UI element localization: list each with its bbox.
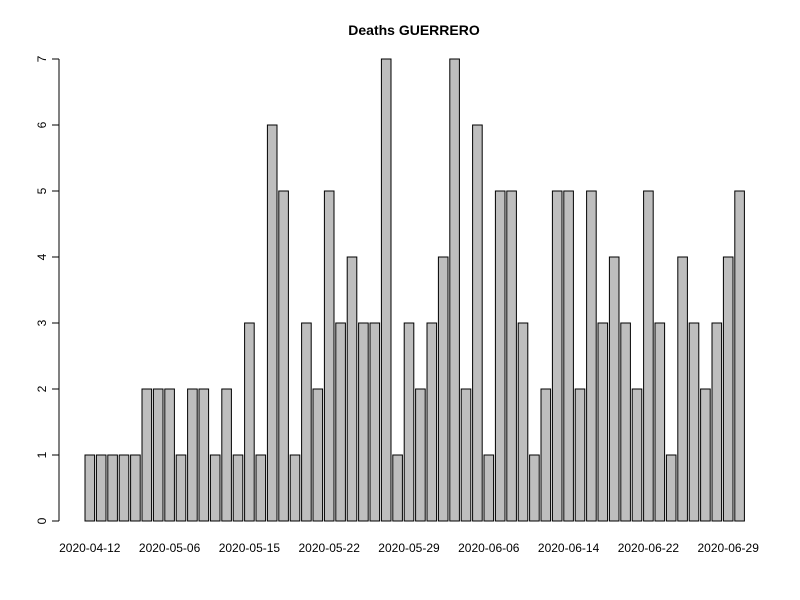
bar [643,190,654,522]
y-tick-label: 1 [35,451,49,458]
bar [426,322,438,522]
bar [665,454,677,522]
bar [472,124,483,522]
chart-title: Deaths GUERRERO [348,22,480,38]
bar [483,454,495,522]
bar [700,388,711,522]
bar [141,388,153,522]
y-axis: 0 1 2 3 4 5 6 7 [35,55,60,524]
y-tick-label: 5 [35,187,49,194]
bar [711,322,723,522]
x-tick-label: 2020-05-22 [299,541,361,555]
bar [312,388,324,522]
bar [232,454,244,522]
bar [540,388,552,522]
bar [289,454,301,522]
bar [722,256,734,522]
bar [631,388,643,522]
bar [506,190,517,522]
y-tick-label: 4 [35,253,49,260]
bar [551,190,563,522]
bar [209,454,221,522]
bar [335,322,346,522]
bar [346,256,358,522]
bar [734,190,745,522]
bar [152,388,164,522]
bar [529,454,540,522]
x-tick-label: 2020-06-06 [458,541,520,555]
x-tick-label: 2020-05-06 [139,541,201,555]
bar [380,58,392,522]
bar [688,322,700,522]
bar [415,388,426,522]
bar [107,454,118,522]
bars [84,58,745,522]
x-tick-label: 2020-05-29 [378,541,440,555]
bar [187,388,198,522]
bar [449,58,460,522]
bar [517,322,529,522]
y-tick-label: 7 [35,55,49,62]
bar [403,322,415,522]
bar [586,190,597,522]
x-tick-label: 2020-06-22 [618,541,680,555]
bar [278,190,289,522]
bar [608,256,620,522]
y-tick-label: 6 [35,121,49,128]
bar [460,388,472,522]
bar [323,190,335,522]
bar [266,124,278,522]
bar [494,190,506,522]
bar [437,256,449,522]
bar [84,454,96,522]
y-tick-label: 3 [35,319,49,326]
x-tick-label: 2020-04-12 [59,541,121,555]
bar [95,454,107,522]
bar [198,388,210,522]
bar [118,454,130,522]
y-tick-label: 0 [35,517,49,524]
y-tick-label: 2 [35,385,49,392]
x-axis-labels: 2020-04-12 2020-05-06 2020-05-15 2020-05-22… [59,541,759,555]
bar [620,322,631,522]
bar [369,322,381,522]
bar [654,322,666,522]
bar [255,454,267,522]
bar [563,190,574,522]
x-tick-label: 2020-05-15 [219,541,281,555]
bar [677,256,688,522]
bar [130,454,141,522]
bar [574,388,586,522]
bar [164,388,175,522]
x-tick-label: 2020-06-14 [538,541,600,555]
bar [244,322,255,522]
bar [221,388,232,522]
bar [392,454,403,522]
bar [301,322,312,522]
bar [358,322,369,522]
x-tick-label: 2020-06-29 [698,541,760,555]
bar [597,322,609,522]
bar [175,454,187,522]
